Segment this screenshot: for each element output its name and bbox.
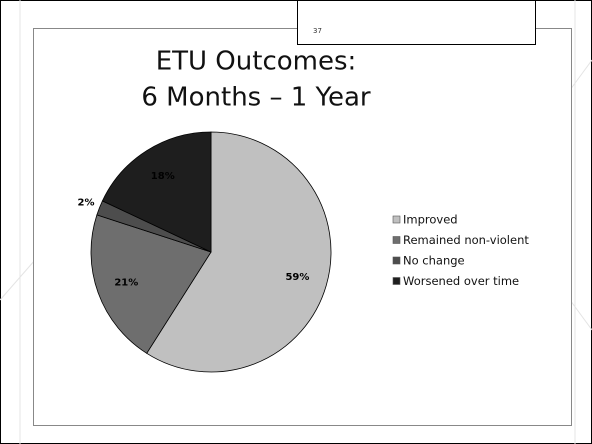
chart-title: ETU Outcomes: — [156, 47, 357, 77]
legend-label: No change — [403, 254, 465, 268]
legend-label: Remained non-violent — [403, 233, 529, 247]
pie-slice — [146, 131, 332, 373]
data-label: 2% — [78, 198, 95, 209]
legend-label: Worsened over time — [403, 274, 519, 288]
pie-slice — [101, 131, 212, 253]
legend-label: Improved — [403, 213, 458, 227]
data-label: 21% — [114, 277, 138, 288]
slide-number: 37 — [313, 27, 322, 35]
data-label: 18% — [151, 171, 175, 182]
legend-swatch — [392, 236, 401, 244]
chart-title: 6 Months – 1 Year — [141, 83, 371, 113]
pie-slice — [90, 214, 212, 354]
data-label: 59% — [285, 272, 309, 283]
legend-swatch — [392, 215, 401, 224]
number-box — [297, 0, 536, 45]
legend-swatch — [392, 277, 401, 285]
legend-swatch — [392, 256, 401, 265]
